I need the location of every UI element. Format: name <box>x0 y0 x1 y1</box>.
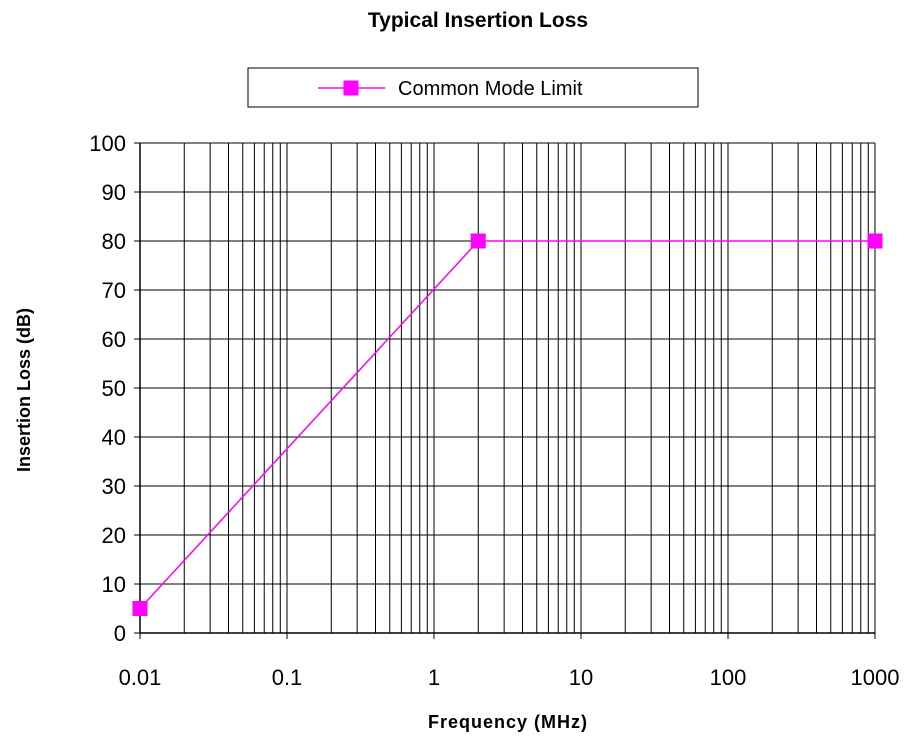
y-tick-label: 80 <box>102 229 126 254</box>
y-tick-label: 0 <box>114 621 126 646</box>
y-axis-label: Insertion Loss (dB) <box>14 308 34 472</box>
y-tick-label: 70 <box>102 278 126 303</box>
chart-title: Typical Insertion Loss <box>368 9 588 32</box>
y-tick-label: 30 <box>102 474 126 499</box>
y-tick-label: 100 <box>89 131 126 156</box>
y-tick-label: 60 <box>102 327 126 352</box>
series-line <box>139 240 875 610</box>
y-tick-label: 50 <box>102 376 126 401</box>
x-tick-label: 1000 <box>851 665 900 690</box>
x-tick-label: 1 <box>428 665 440 690</box>
plot-area: 0 10 20 30 40 50 60 70 80 90 100 0.01 0.1 1 10 100 1000 <box>89 131 899 690</box>
data-point-marker <box>132 601 148 616</box>
y-tick-label: 90 <box>102 180 126 205</box>
x-tick-label: 100 <box>710 665 747 690</box>
legend-series-label: Common Mode Limit <box>398 78 583 100</box>
data-point-marker <box>867 233 883 249</box>
data-point-marker <box>470 233 486 249</box>
x-tick-label: 0.01 <box>119 665 162 690</box>
y-tick-label: 40 <box>102 425 126 450</box>
x-tick-label: 0.1 <box>272 665 303 690</box>
x-axis-label: Frequency (MHz) <box>428 712 588 732</box>
y-tick-label: 20 <box>102 523 126 548</box>
x-tick-label: 10 <box>569 665 593 690</box>
legend: Common Mode Limit <box>247 67 699 108</box>
legend-series-marker <box>343 80 359 96</box>
y-tick-label: 10 <box>102 572 126 597</box>
